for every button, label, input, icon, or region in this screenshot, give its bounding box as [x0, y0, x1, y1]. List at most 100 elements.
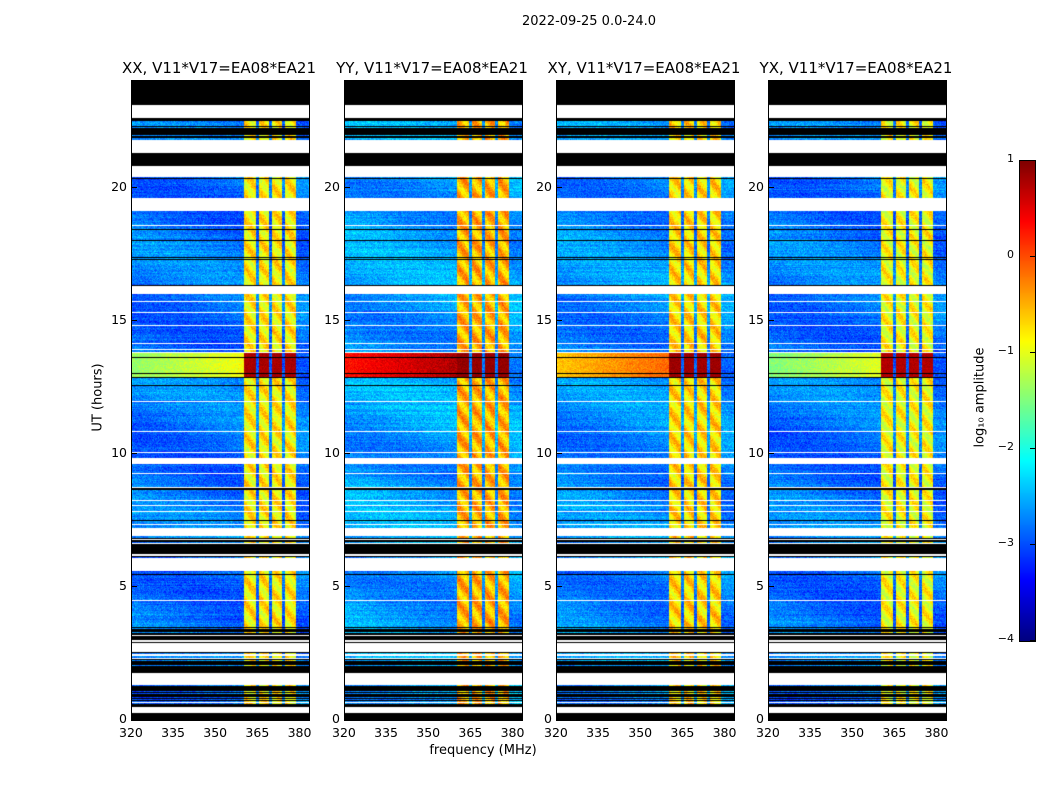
y-tick-mark [769, 719, 774, 720]
y-tick-label: 0 [756, 711, 764, 726]
x-tick-label: 380 [712, 725, 737, 740]
y-tick-label: 20 [536, 178, 552, 194]
y-tick-label: 15 [748, 311, 764, 327]
y-tick-label: 0 [332, 711, 340, 726]
y-tick-mark [557, 719, 562, 720]
panel-title-3: YX, V11*V17=EA08*EA21 [759, 59, 953, 77]
y-tick-mark [132, 319, 137, 321]
y-tick-mark [345, 719, 350, 720]
x-tick-label: 350 [416, 725, 441, 740]
x-tick-label: 350 [203, 725, 228, 740]
y-tick-mark [769, 585, 774, 587]
x-tick-mark [640, 715, 642, 720]
colorbar-tick-mark [1030, 256, 1035, 257]
x-tick-label: 380 [924, 725, 949, 740]
y-tick-label: 5 [332, 577, 340, 593]
y-tick-mark [557, 186, 562, 188]
heatmap-panel-0 [131, 80, 310, 721]
y-tick-mark [345, 186, 350, 188]
colorbar-tick-label: 1 [1007, 152, 1014, 165]
x-tick-mark [215, 715, 217, 720]
y-tick-mark [345, 452, 350, 454]
x-tick-mark [682, 715, 684, 720]
heatmap-image [769, 81, 946, 720]
y-tick-label: 0 [544, 711, 552, 726]
x-tick-mark [768, 715, 769, 720]
colorbar-tick-mark [1030, 352, 1035, 353]
y-tick-mark [132, 719, 137, 720]
colorbar-tick-mark [1030, 448, 1035, 449]
panel-title-0: XX, V11*V17=EA08*EA21 [121, 59, 316, 77]
x-tick-mark [556, 715, 557, 720]
y-axis-label: UT (hours) [90, 363, 106, 432]
y-tick-label: 5 [119, 577, 127, 593]
figure-suptitle: 2022-09-25 0.0-24.0 [522, 14, 656, 29]
heatmap-panel-3 [768, 80, 947, 721]
x-tick-label: 320 [544, 725, 568, 740]
y-tick-label: 10 [748, 444, 764, 460]
heatmap-image [557, 81, 734, 720]
y-tick-mark [557, 319, 562, 321]
x-tick-mark [173, 715, 175, 720]
x-tick-label: 335 [374, 725, 398, 740]
panel-title-2: XY, V11*V17=EA08*EA21 [547, 59, 741, 77]
x-tick-label: 320 [119, 725, 143, 740]
y-tick-label: 5 [756, 577, 764, 593]
y-tick-mark [769, 319, 774, 321]
x-tick-mark [810, 715, 812, 720]
colorbar-tick-label: −3 [997, 536, 1014, 549]
x-tick-label: 320 [332, 725, 356, 740]
x-tick-mark [724, 715, 726, 720]
y-tick-label: 10 [324, 444, 340, 460]
x-tick-label: 365 [670, 725, 695, 740]
panel-title-1: YY, V11*V17=EA08*EA21 [336, 59, 528, 77]
y-tick-label: 15 [324, 311, 340, 327]
y-tick-label: 20 [748, 178, 764, 194]
colorbar-tick-mark [1030, 640, 1035, 641]
colorbar-tick-label: 0 [1007, 248, 1014, 261]
y-tick-label: 0 [119, 711, 127, 726]
y-tick-label: 20 [324, 178, 340, 194]
y-tick-label: 10 [536, 444, 552, 460]
x-tick-label: 350 [628, 725, 653, 740]
x-tick-mark [470, 715, 472, 720]
y-tick-mark [132, 585, 137, 587]
y-tick-mark [557, 585, 562, 587]
x-tick-mark [598, 715, 600, 720]
colorbar-tick-label: −2 [997, 440, 1014, 453]
x-tick-label: 365 [882, 725, 907, 740]
x-tick-label: 335 [161, 725, 185, 740]
x-tick-label: 350 [840, 725, 865, 740]
heatmap-panel-2 [556, 80, 735, 721]
x-tick-mark [257, 715, 259, 720]
x-axis-label: frequency (MHz) [429, 743, 537, 758]
y-tick-mark [769, 186, 774, 188]
colorbar [1019, 160, 1036, 642]
x-tick-mark [344, 715, 345, 720]
y-tick-mark [557, 452, 562, 454]
y-tick-label: 20 [111, 178, 127, 194]
y-tick-mark [345, 319, 350, 321]
heatmap-image [345, 81, 522, 720]
y-tick-mark [132, 452, 137, 454]
colorbar-tick-mark [1030, 160, 1035, 161]
x-tick-mark [512, 715, 514, 720]
y-tick-mark [769, 452, 774, 454]
y-tick-label: 10 [111, 444, 127, 460]
x-tick-label: 380 [500, 725, 525, 740]
x-tick-mark [428, 715, 430, 720]
x-tick-mark [894, 715, 896, 720]
x-tick-label: 365 [245, 725, 270, 740]
x-tick-label: 320 [756, 725, 780, 740]
y-tick-label: 15 [536, 311, 552, 327]
y-tick-label: 15 [111, 311, 127, 327]
x-tick-mark [386, 715, 388, 720]
y-tick-mark [132, 186, 137, 188]
x-tick-mark [852, 715, 854, 720]
y-tick-mark [345, 585, 350, 587]
heatmap-image [132, 81, 309, 720]
x-tick-mark [299, 715, 301, 720]
x-tick-label: 335 [586, 725, 610, 740]
x-tick-label: 335 [798, 725, 822, 740]
